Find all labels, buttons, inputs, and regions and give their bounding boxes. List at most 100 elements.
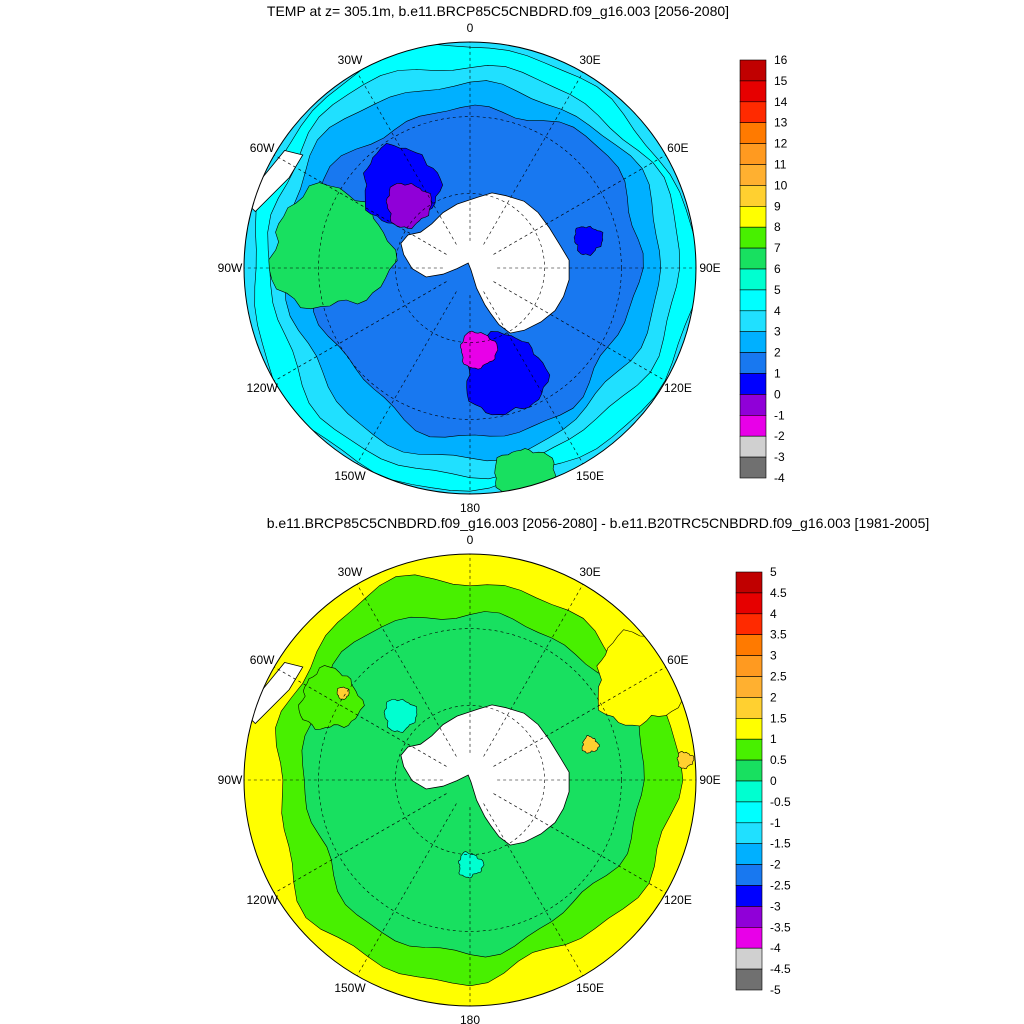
map1-longitude-label: 0 (467, 21, 474, 35)
map1-anomaly-patch-2 (385, 182, 432, 230)
map2-longitude-label: 90W (218, 773, 243, 787)
panel2-colorbar: 5 4.5 4 3.5 3 2.5 2 1.5 1 0.5 0 -0.5 -1 -1.5 -2 -2.5 -3 -… (735, 565, 791, 997)
cb2-tick-label: -4 (770, 941, 781, 955)
cb2-swatch (735, 864, 763, 886)
map2-map-border (243, 553, 697, 1007)
cb2-tick-label: 4 (770, 607, 777, 621)
panel1-title: TEMP at z= 305.1m, b.e11.BRCP85C5CNBDRD.… (267, 3, 729, 19)
cb1-swatch (739, 373, 767, 395)
map1-longitude-label: 120E (664, 381, 692, 395)
cb2-swatch (735, 634, 763, 656)
cb1-swatch (739, 80, 767, 103)
map2-longitude-label: 120W (246, 893, 278, 907)
cb2-tick-label: 0 (770, 774, 777, 788)
cb1-swatch (739, 435, 767, 458)
cb2-swatch (735, 697, 763, 719)
map2-longitude-label: 30E (579, 565, 600, 579)
map1-anomaly-patch-0 (268, 182, 398, 310)
cb1-swatch (739, 331, 767, 353)
map2-anomaly-patch-1 (298, 665, 365, 730)
map1-longitude-label: 30W (338, 53, 363, 67)
cb1-tick-label: 8 (774, 220, 781, 234)
cb1-tick-label: 12 (774, 137, 788, 151)
map1-map-border (243, 41, 697, 495)
map1-longitude-label: 60W (250, 141, 275, 155)
cb1-tick-label: 1 (774, 367, 781, 381)
cb1-tick-label: 16 (774, 53, 788, 67)
cb1-tick-label: -3 (774, 450, 785, 464)
cb1-swatch (739, 59, 767, 82)
cb2-swatch (735, 968, 763, 991)
map2-anomaly-patch-6 (336, 686, 350, 700)
cb1-tick-label: 13 (774, 116, 788, 130)
cb2-swatch (735, 613, 763, 635)
map1-longitude-label: 90W (218, 261, 243, 275)
cb2-tick-label: -1 (770, 816, 781, 830)
map2-anomaly-patch-5 (676, 751, 695, 770)
cb2-tick-label: 2 (770, 690, 777, 704)
map1-longitude-label: 150E (576, 469, 604, 483)
cb1-swatch (739, 310, 767, 332)
cb1-tick-label: 15 (774, 74, 788, 88)
cb2-swatch (735, 655, 763, 677)
cb2-tick-label: -0.5 (770, 795, 791, 809)
map2-longitude-label: 90E (699, 773, 720, 787)
cb2-swatch (735, 885, 763, 907)
cb2-swatch (735, 947, 763, 970)
cb2-swatch (735, 592, 763, 615)
cb2-tick-label: -1.5 (770, 837, 791, 851)
cb2-swatch (735, 717, 763, 740)
map2-longitude-label: 30W (338, 565, 363, 579)
cb2-swatch (735, 926, 763, 949)
cb2-swatch (735, 738, 763, 761)
cb1-swatch (739, 456, 767, 479)
cb1-tick-label: 5 (774, 283, 781, 297)
cb2-tick-label: 0.5 (770, 753, 787, 767)
cb2-tick-label: -3.5 (770, 920, 791, 934)
cb2-tick-label: 3.5 (770, 628, 787, 642)
cb1-tick-label: 10 (774, 178, 788, 192)
map1-antarctica-landmass (400, 192, 570, 334)
cb2-tick-label: 2.5 (770, 670, 787, 684)
cb1-swatch (739, 122, 767, 144)
map2-longitude-label: 150W (334, 981, 366, 995)
map2-longitude-label: 60E (667, 653, 688, 667)
cb2-tick-label: 1.5 (770, 711, 787, 725)
cb1-tick-label: 0 (774, 387, 781, 401)
map2-longitude-label: 60W (250, 653, 275, 667)
cb1-tick-label: 7 (774, 241, 781, 255)
cb1-tick-label: 4 (774, 304, 781, 318)
map2-longitude-label: 150E (576, 981, 604, 995)
cb2-swatch (735, 676, 763, 698)
cb1-tick-label: -4 (774, 471, 785, 485)
cb1-swatch (739, 268, 767, 291)
cb1-tick-label: 3 (774, 325, 781, 339)
cb2-swatch (735, 822, 763, 844)
map1-longitude-label: 60E (667, 141, 688, 155)
cb2-swatch (735, 843, 763, 865)
cb1-tick-label: 11 (774, 158, 787, 172)
map2-latitude-circle-0 (395, 705, 545, 855)
cb1-tick-label: 14 (774, 95, 788, 109)
map1-longitude-label: 90E (699, 261, 720, 275)
cb1-swatch (739, 394, 767, 416)
cb1-swatch (739, 226, 767, 249)
map1-latitude-circle-1 (318, 116, 622, 420)
map2-longitude-label: 120E (664, 893, 692, 907)
panel2-title: b.e11.BRCP85C5CNBDRD.f09_g16.003 [2056-2… (267, 515, 930, 531)
cb1-swatch (739, 164, 767, 186)
map1-longitude-label: 120W (246, 381, 278, 395)
cb1-swatch (739, 143, 767, 165)
map2-longitude-label: 0 (467, 533, 474, 547)
cb2-swatch (735, 906, 763, 928)
cb1-tick-label: 2 (774, 346, 781, 360)
map2-longitude-label: 180 (460, 1013, 480, 1024)
cb2-tick-label: 5 (770, 565, 777, 579)
map1-longitude-label: 180 (460, 501, 480, 515)
map1-longitude-label: 150W (334, 469, 366, 483)
cb2-swatch (735, 571, 763, 594)
cb2-swatch (735, 801, 763, 824)
map2-anomaly-patch-3 (457, 850, 485, 879)
